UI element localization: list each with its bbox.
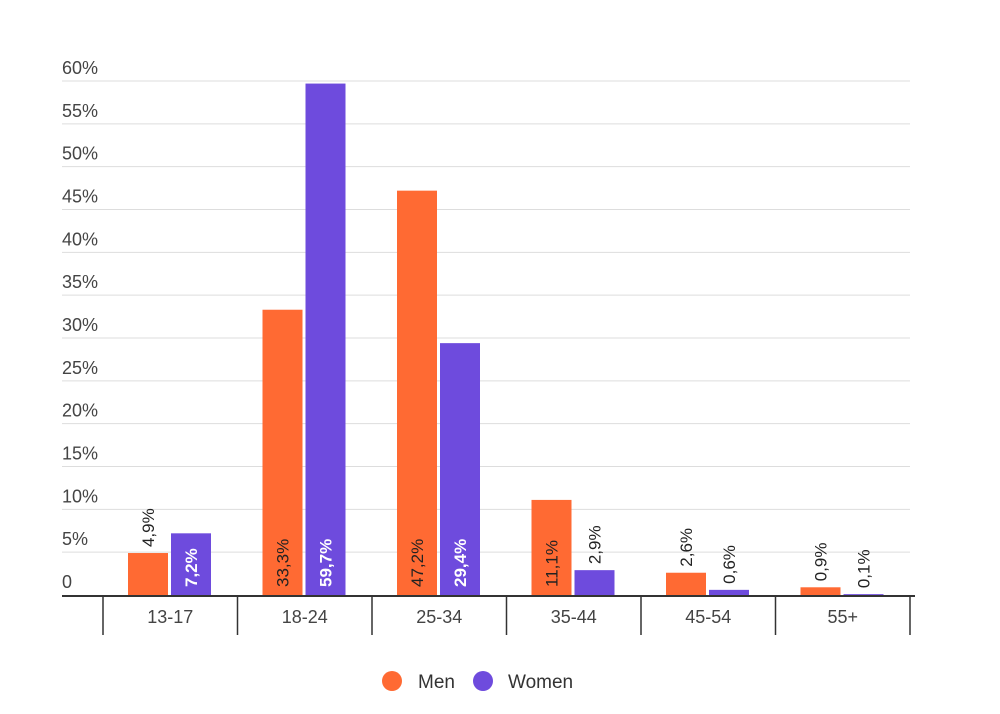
y-tick-label: 50%: [62, 144, 98, 164]
bar-women-18-24: [305, 83, 346, 595]
legend: Men Women: [382, 671, 573, 693]
bar-men-35-44: [531, 499, 572, 595]
y-tick-label: 10%: [62, 486, 98, 506]
y-tick-label: 45%: [62, 187, 98, 207]
data-label: 2,6%: [677, 528, 696, 567]
x-tick-label: 45-54: [685, 607, 731, 627]
y-axis: 0 5% 10% 15% 20% 25% 30% 35% 40% 45% 50% 55% 60%: [62, 58, 98, 592]
data-label: 11,1%: [543, 540, 562, 587]
x-axis: 13-17 18-24 25-34 35-44 45-54 55+: [62, 595, 915, 635]
x-tick-label: 18-24: [282, 607, 328, 627]
bar-men-25-34: [397, 190, 437, 596]
y-tick-label: 60%: [62, 58, 98, 78]
x-tick-label: 13-17: [147, 607, 193, 627]
x-tick-label: 35-44: [551, 607, 597, 627]
data-label: 7,2%: [182, 548, 201, 587]
y-tick-label: 0: [62, 572, 72, 592]
bars: [128, 83, 884, 596]
data-label: 59,7%: [317, 539, 336, 587]
bar-women-35-44: [574, 570, 615, 595]
bar-women-25-34: [440, 343, 480, 595]
data-labels: 4,9% 33,3% 47,2% 11,1% 2,6% 0,9% 7,2% 59,7% 29,4…: [139, 508, 874, 588]
bar-men-55+: [800, 587, 841, 595]
data-label: 0,1%: [855, 549, 874, 588]
legend-marker-men: [382, 671, 402, 691]
bar-women-55+: [843, 594, 884, 595]
bar-women-13-17: [171, 533, 211, 595]
data-label: 0,6%: [720, 545, 739, 584]
legend-label-women: Women: [508, 672, 573, 693]
x-tick-label: 55+: [827, 607, 858, 627]
x-tick-label: 25-34: [416, 607, 462, 627]
y-tick-label: 40%: [62, 229, 98, 249]
data-label: 2,9%: [586, 525, 605, 564]
y-tick-label: 20%: [62, 401, 98, 421]
bar-women-45-54: [709, 589, 749, 595]
data-label: 4,9%: [139, 508, 158, 547]
legend-label-men: Men: [418, 672, 455, 693]
data-label: 33,3%: [274, 539, 293, 587]
gridlines: [62, 80, 910, 553]
data-label: 47,2%: [408, 539, 427, 587]
y-tick-label: 30%: [62, 315, 98, 335]
y-tick-label: 55%: [62, 101, 98, 121]
y-tick-label: 25%: [62, 358, 98, 378]
bar-men-13-17: [128, 553, 168, 595]
bar-men-18-24: [262, 309, 303, 595]
y-tick-label: 15%: [62, 444, 98, 464]
data-label: 0,9%: [812, 543, 831, 582]
bar-men-45-54: [666, 572, 706, 595]
y-tick-label: 35%: [62, 272, 98, 292]
data-label: 29,4%: [451, 539, 470, 587]
y-tick-label: 5%: [62, 529, 88, 549]
legend-marker-women: [473, 671, 493, 691]
